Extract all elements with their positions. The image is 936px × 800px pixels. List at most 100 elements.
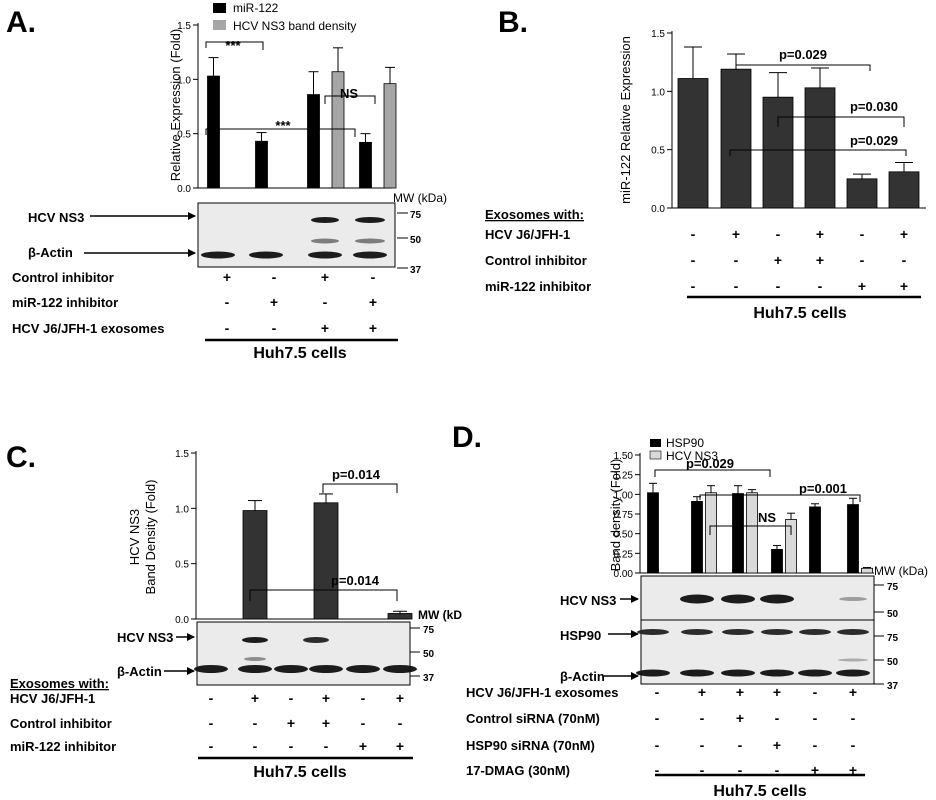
- bar: [732, 493, 744, 574]
- y-tick-label: 0.00: [614, 569, 634, 580]
- blot-label: β-Actin: [560, 669, 605, 684]
- blot-band: [238, 665, 272, 673]
- blot-band: [244, 657, 266, 661]
- blot-arrow-head: [188, 249, 196, 257]
- minus-sign: -: [655, 684, 660, 700]
- y-tick-label: 0.0: [651, 204, 665, 215]
- blot-band: [637, 629, 669, 635]
- group-header: Exosomes with:: [485, 207, 584, 222]
- plus-sign: +: [816, 252, 824, 268]
- y-tick-label: 0.5: [175, 560, 189, 571]
- blot-label: β-Actin: [117, 664, 162, 679]
- significance-label: NS: [758, 510, 776, 525]
- blot-band: [680, 669, 714, 677]
- minus-sign: -: [818, 278, 823, 294]
- plus-sign: +: [811, 762, 819, 778]
- blot-band: [761, 629, 793, 635]
- plus-sign: +: [849, 684, 857, 700]
- significance-bracket: [735, 64, 871, 71]
- minus-sign: -: [775, 762, 780, 778]
- legend-label: HCV NS3: [666, 449, 718, 463]
- bar: [771, 549, 783, 574]
- blot-band: [836, 669, 870, 677]
- plus-sign: +: [900, 278, 908, 294]
- minus-sign: -: [253, 738, 258, 754]
- minus-sign: -: [225, 320, 230, 336]
- blot-arrow-head: [631, 672, 639, 680]
- blot-label: β-Actin: [28, 245, 73, 260]
- blot-band: [242, 637, 268, 643]
- blot-band: [681, 629, 713, 635]
- plus-sign: +: [858, 278, 866, 294]
- mw-value: 50: [410, 235, 422, 246]
- significance-bracket: [324, 95, 376, 104]
- mw-title: MW (kDa): [393, 191, 447, 205]
- condition-label: miR-122 inhibitor: [12, 295, 118, 310]
- plus-sign: +: [732, 226, 740, 242]
- cells-label: Huh7.5 cells: [253, 345, 346, 362]
- minus-sign: -: [691, 226, 696, 242]
- condition-label: miR-122 inhibitor: [10, 739, 116, 754]
- y-tick-label: 1.5: [177, 21, 191, 32]
- significance-label: p=0.001: [799, 481, 847, 496]
- plus-sign: +: [321, 269, 329, 285]
- blot-band: [837, 629, 869, 635]
- significance-label: p=0.029: [850, 133, 898, 148]
- y-axis-label: miR-122 Relative Expression: [618, 36, 633, 204]
- y-tick-label: 1.5: [651, 29, 665, 40]
- minus-sign: -: [691, 252, 696, 268]
- significance-label: ***: [275, 118, 291, 133]
- blot-band: [839, 597, 867, 601]
- y-tick-label: 0.0: [177, 184, 191, 195]
- blot-band: [798, 669, 832, 677]
- mw-title: MW (kD: [418, 608, 462, 622]
- western-blot-C: [196, 621, 411, 686]
- y-tick-label: 1.25: [614, 471, 634, 482]
- blot-label: HSP90: [560, 628, 601, 643]
- cells-label: Huh7.5 cells: [253, 764, 346, 781]
- blot-band: [760, 669, 794, 677]
- condition-label: HCV J6/JFH-1: [485, 227, 570, 242]
- significance-bracket: [249, 589, 398, 601]
- plus-sign: +: [698, 684, 706, 700]
- y-tick-label: 1.0: [651, 87, 665, 98]
- bar: [762, 96, 794, 209]
- significance-bracket: [699, 494, 861, 502]
- blot-band: [760, 594, 794, 604]
- y-axis-label: Relative Expression (Fold): [168, 29, 183, 181]
- minus-sign: -: [289, 738, 294, 754]
- plus-sign: +: [321, 320, 329, 336]
- plus-sign: +: [900, 226, 908, 242]
- minus-sign: -: [776, 278, 781, 294]
- plus-sign: +: [736, 684, 744, 700]
- plus-sign: +: [322, 715, 330, 731]
- bar: [359, 141, 372, 189]
- condition-label: HCV J6/JFH-1 exosomes: [466, 685, 618, 700]
- blot-band: [311, 238, 339, 244]
- y-tick-label: 0.25: [614, 549, 634, 560]
- legend-swatch-ns3: [649, 450, 662, 460]
- minus-sign: -: [813, 710, 818, 726]
- minus-sign: -: [655, 710, 660, 726]
- minus-sign: -: [361, 690, 366, 706]
- blot-band: [201, 251, 235, 259]
- significance-label: p=0.014: [332, 467, 381, 482]
- minus-sign: -: [734, 278, 739, 294]
- plus-sign: +: [736, 710, 744, 726]
- minus-sign: -: [775, 710, 780, 726]
- minus-sign: -: [738, 762, 743, 778]
- y-axis-label: Band Density (Fold): [143, 480, 158, 595]
- blot-arrow-head: [631, 595, 639, 603]
- blot-band: [194, 665, 228, 673]
- cells-label: Huh7.5 cells: [713, 783, 806, 800]
- y-tick-label: 1.00: [614, 490, 634, 501]
- y-tick-label: 1.0: [175, 504, 189, 515]
- bar: [313, 502, 339, 620]
- blot-label: HCV NS3: [560, 593, 616, 608]
- minus-sign: -: [776, 226, 781, 242]
- bar: [207, 75, 220, 189]
- minus-sign: -: [272, 320, 277, 336]
- condition-label: miR-122 inhibitor: [485, 279, 591, 294]
- minus-sign: -: [860, 252, 865, 268]
